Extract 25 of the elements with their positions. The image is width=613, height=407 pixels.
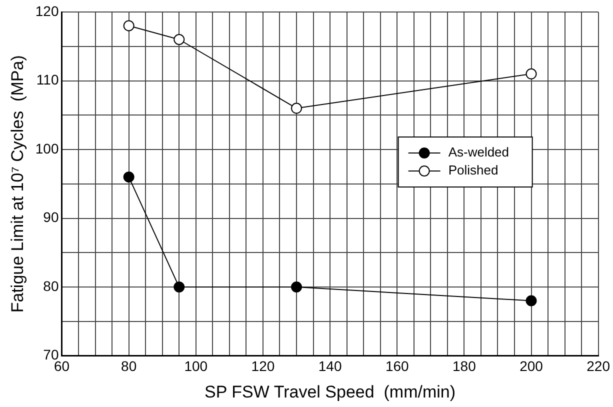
- y-tick-label: 80: [43, 278, 59, 294]
- x-tick-label: 80: [121, 358, 137, 374]
- y-axis-title: Fatigue Limit at 10⁷ Cycles (MPa): [8, 55, 27, 313]
- point: [291, 282, 302, 293]
- point: [123, 20, 134, 32]
- x-axis-title: SP FSW Travel Speed (mm/min): [204, 382, 456, 402]
- x-tick-label: 180: [452, 358, 476, 374]
- point: [291, 102, 302, 114]
- x-tick-label: 120: [251, 358, 275, 374]
- y-tick-label: 120: [35, 2, 59, 19]
- y-tick-label: 100: [35, 140, 59, 156]
- legend-label: As-welded: [448, 144, 510, 160]
- y-tick-label: 110: [36, 72, 59, 88]
- x-tick-label: 200: [520, 358, 544, 374]
- point: [526, 68, 537, 80]
- x-tick-label: 220: [586, 358, 610, 374]
- point: [526, 295, 537, 306]
- x-tick-label: 160: [385, 358, 409, 374]
- point: [174, 34, 185, 46]
- point: [123, 172, 134, 183]
- x-tick-label: 140: [318, 358, 342, 374]
- y-tick-label: 90: [43, 209, 59, 226]
- x-tick-label: 100: [184, 358, 208, 374]
- point: [174, 282, 185, 293]
- legend-label: Polished: [448, 162, 498, 178]
